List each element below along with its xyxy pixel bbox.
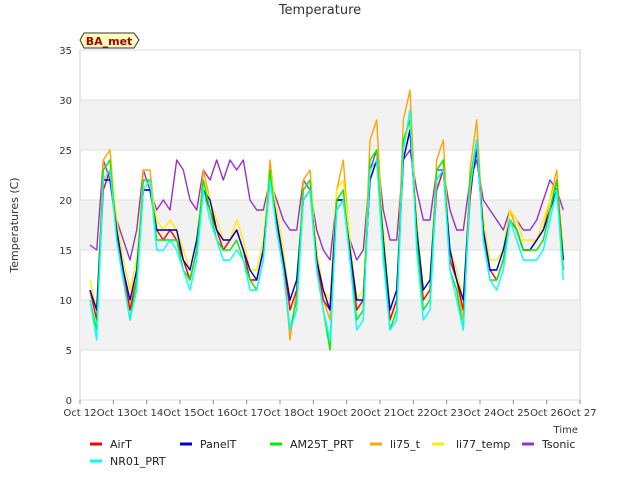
x-tick-label: Oct 19 [297,408,330,419]
legend-label: AM25T_PRT [290,438,354,451]
x-tick-label: Oct 22 [397,408,430,419]
grid-band [80,100,580,150]
series-lines [89,89,564,351]
x-tick-label: Oct 13 [97,408,130,419]
y-tick-label: 15 [59,246,72,257]
series-line-tsonic [89,149,564,261]
x-tick-label: Oct 26 [530,408,563,419]
y-tick-label: 20 [59,196,72,207]
legend-label: PanelT [200,438,237,451]
annotation-badge: BA_met [79,32,140,49]
x-tick-label: Oct 16 [197,408,230,419]
legend-label: AirT [110,438,132,451]
series-line-li77_temp [89,119,564,311]
y-tick-label: 0 [66,396,72,407]
y-axis-label: Temperatures (C) [8,177,21,273]
legend: AirT PanelT AM25T_PRT li75_t li77_temp Tsonic… [90,438,575,468]
chart-title: Temperature [278,3,361,18]
y-axis: 0 5 10 15 20 25 30 35 [59,46,72,407]
x-tick-label: Oct 15 [163,408,196,419]
series-line-nr01_prt [89,109,564,341]
legend-label: li75_t [390,438,421,451]
x-tick-label: Oct 18 [263,408,296,419]
x-tick-label: Oct 23 [430,408,463,419]
legend-label: li77_temp [456,438,510,451]
y-tick-label: 10 [59,296,72,307]
x-tick-label: Oct 20 [330,408,363,419]
annotation-label: BA_met [86,35,133,48]
x-tick-label: Oct 14 [130,408,163,419]
y-tick-label: 25 [59,146,72,157]
x-tick-label: Oct 12 [63,408,96,419]
y-tick-label: 35 [59,46,72,57]
series-line-panelt [89,129,564,311]
legend-label: Tsonic [541,438,575,451]
legend-label: NR01_PRT [110,455,166,468]
x-axis-label: Time [553,425,578,436]
x-tick-label: Oct 24 [463,408,496,419]
x-tick-label: Oct 17 [230,408,263,419]
x-tick-label: Oct 21 [363,408,396,419]
plot-area [79,49,581,401]
x-tick-label: Oct 27 [563,408,596,419]
y-tick-label: 5 [66,346,72,357]
y-tick-label: 30 [59,96,72,107]
x-axis: Oct 12 Oct 13 Oct 14 Oct 15 Oct 16 Oct 17 Oct … [63,400,597,419]
x-tick-label: Oct 25 [497,408,530,419]
grid-band [80,200,580,250]
